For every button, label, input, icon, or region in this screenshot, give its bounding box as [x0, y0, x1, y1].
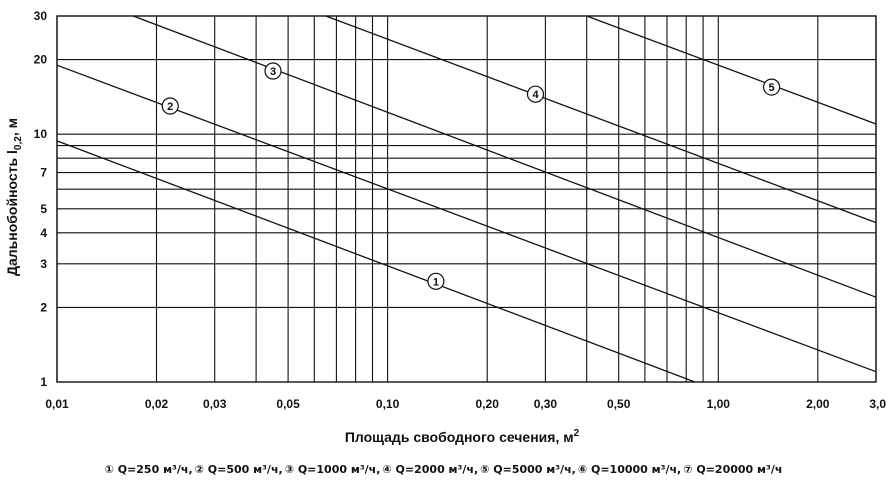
legend-item: ⑦ Q=20000 м³/ч: [683, 463, 783, 476]
series-line-1: [56, 140, 696, 383]
x-tick-label: 0,02: [145, 397, 169, 411]
series-label-1: 1: [433, 276, 439, 288]
y-tick-label: 10: [34, 127, 48, 141]
legend: ① Q=250 м³/ч, ② Q=500 м³/ч, ③ Q=1000 м³/ч,…: [0, 463, 887, 476]
x-tick-label: 0,01: [45, 397, 69, 411]
series-label-2: 2: [167, 101, 173, 113]
series-marker-3: [264, 62, 282, 80]
series-line-4: [325, 15, 877, 224]
x-axis-title-text: Площадь свободного сечения, м: [345, 429, 574, 445]
y-tick-label: 20: [34, 53, 48, 67]
y-axis-title-unit: , м: [4, 118, 20, 136]
legend-item: ⑥ Q=10000 м³/ч,: [577, 463, 682, 476]
x-tick-label: 0,10: [376, 397, 400, 411]
x-axis-title-sup: 2: [574, 428, 580, 439]
legend-item: ⑤ Q=5000 м³/ч,: [480, 463, 576, 476]
series-label-4: 4: [532, 89, 539, 101]
series-lines: [56, 15, 877, 383]
plot-frame: [56, 15, 877, 383]
series-marker-2: [161, 97, 179, 115]
legend-item: ① Q=250 м³/ч,: [104, 463, 193, 476]
series-line-3: [132, 15, 877, 298]
x-axis-title: Площадь свободного сечения, м2: [345, 428, 580, 445]
legend-item: ③ Q=1000 м³/ч,: [284, 463, 381, 476]
series-line-2: [56, 64, 877, 373]
y-tick-label: 7: [40, 166, 47, 180]
y-tick-label: 30: [34, 9, 48, 23]
x-tick-label: 0,03: [203, 397, 227, 411]
y-axis-title-sub: 0,2: [13, 136, 24, 150]
x-tick-label: 0,50: [607, 397, 631, 411]
x-tick-label: 0,05: [276, 397, 300, 411]
series-markers: 1 2 3 4 5: [161, 62, 781, 290]
y-tick-label: 4: [40, 226, 47, 240]
y-tick-label: 2: [40, 300, 47, 314]
x-tick-label: 0,30: [534, 397, 558, 411]
series-marker-5: [762, 78, 781, 96]
series-marker-1: [427, 272, 445, 290]
series-label-5: 5: [769, 82, 775, 94]
x-tick-label: 3,0: [869, 397, 886, 411]
grid: [56, 15, 877, 383]
y-axis-ticks: 1 2 3 4 5 7 10 20 30: [34, 9, 48, 389]
x-tick-label: 0,20: [476, 397, 500, 411]
y-tick-label: 3: [40, 257, 47, 271]
series-marker-4: [526, 85, 545, 103]
x-axis-ticks: 0,01 0,02 0,03 0,05 0,10 0,20 0,30 0,50 1,00 2,00…: [45, 397, 886, 411]
x-tick-label: 2,00: [806, 397, 830, 411]
y-axis-title-text: Дальнобойность l: [4, 150, 20, 276]
legend-item: ④ Q=2000 м³/ч,: [382, 463, 479, 476]
chart: 1 2 3 4 5 0,01 0,02 0,03 0,05 0,10 0,20 0,30 0,50 1,…: [4, 9, 886, 445]
series-line-5: [586, 15, 877, 125]
legend-item: ② Q=500 м³/ч,: [194, 463, 283, 476]
y-axis-title: Дальнобойность l0,2, м: [4, 118, 24, 276]
y-tick-label: 1: [40, 375, 47, 389]
series-label-3: 3: [270, 66, 276, 78]
y-tick-label: 5: [40, 202, 47, 216]
x-tick-label: 1,00: [707, 397, 731, 411]
